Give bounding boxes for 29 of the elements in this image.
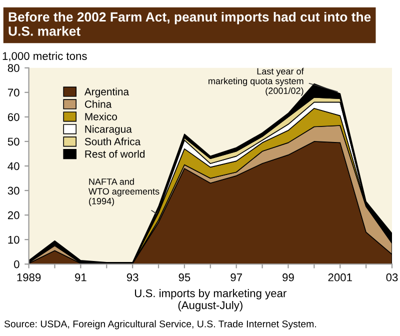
x-tick-label: 97 [230, 273, 242, 282]
legend-label: Rest of world [85, 150, 145, 158]
y-tick-label: 10 [8, 236, 20, 244]
y-tick-label: 40 [8, 162, 20, 170]
x-tick-label: 03 [386, 273, 398, 282]
y-tick-label: 80 [8, 64, 20, 72]
x-tick-label: 95 [178, 273, 190, 282]
y-axis-title: 1,000 metric tons [2, 52, 87, 62]
y-tick-label: 0 [14, 260, 20, 268]
y-tick-label: 70 [8, 88, 20, 97]
x-tick-label: 2001 [328, 273, 352, 282]
legend-label: Argentina [84, 88, 130, 98]
x-tick-label: 93 [126, 273, 138, 282]
y-tick-label: 30 [8, 186, 20, 195]
legend-label: Nicaragua [85, 125, 132, 135]
annotation: NAFTA and WTO agreements (1994) [88, 178, 160, 206]
x-tick-label: 1989 [17, 273, 41, 282]
source-note: Source: USDA, Foreign Agricultural Service, U.S. Trade Internet System. [4, 320, 316, 330]
y-tick-label: 50 [8, 138, 20, 146]
chart-title: Before the 2002 Farm Act, peanut imports had cut into the U.S. market [8, 12, 371, 36]
legend-label: Mexico [85, 112, 117, 120]
legend-label: South Africa [84, 138, 141, 146]
x-tick-label: 91 [75, 273, 86, 282]
x-tick-label: 99 [282, 273, 294, 282]
legend-label: China [84, 100, 112, 108]
annotation: Last year of marketing quota system (2001/02) [208, 68, 304, 96]
y-tick-label: 60 [8, 113, 20, 122]
x-axis-title: U.S. imports by marketing year (August-July) [135, 289, 286, 312]
y-tick-label: 20 [8, 211, 20, 220]
